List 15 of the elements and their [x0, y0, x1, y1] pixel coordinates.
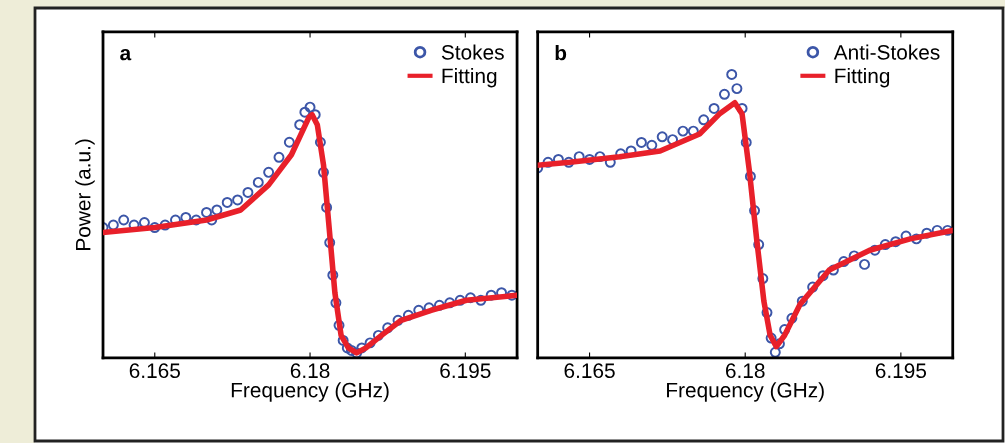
- x-tick-label: 6.195: [875, 363, 927, 379]
- x-tick-label: 6.195: [440, 363, 491, 379]
- x-tick-label: 6.18: [725, 363, 765, 379]
- x-tick-label: 6.165: [564, 363, 615, 379]
- x-tick-label: 6.18: [290, 363, 330, 379]
- x-axis-title: Frequency (GHz): [231, 382, 389, 402]
- y-axis-title: Power (a.u.): [75, 139, 95, 250]
- legend-label: Fitting: [442, 67, 497, 88]
- x-axis-title: Frequency (GHz): [667, 382, 824, 402]
- chart-title: a: [120, 48, 132, 61]
- legend-label: Anti-Stokes: [833, 44, 940, 60]
- chart-title: b: [555, 45, 567, 61]
- legend-label: Stokes: [441, 44, 504, 60]
- x-tick-label: 6.165: [129, 363, 180, 379]
- legend-label: Fitting: [835, 67, 890, 88]
